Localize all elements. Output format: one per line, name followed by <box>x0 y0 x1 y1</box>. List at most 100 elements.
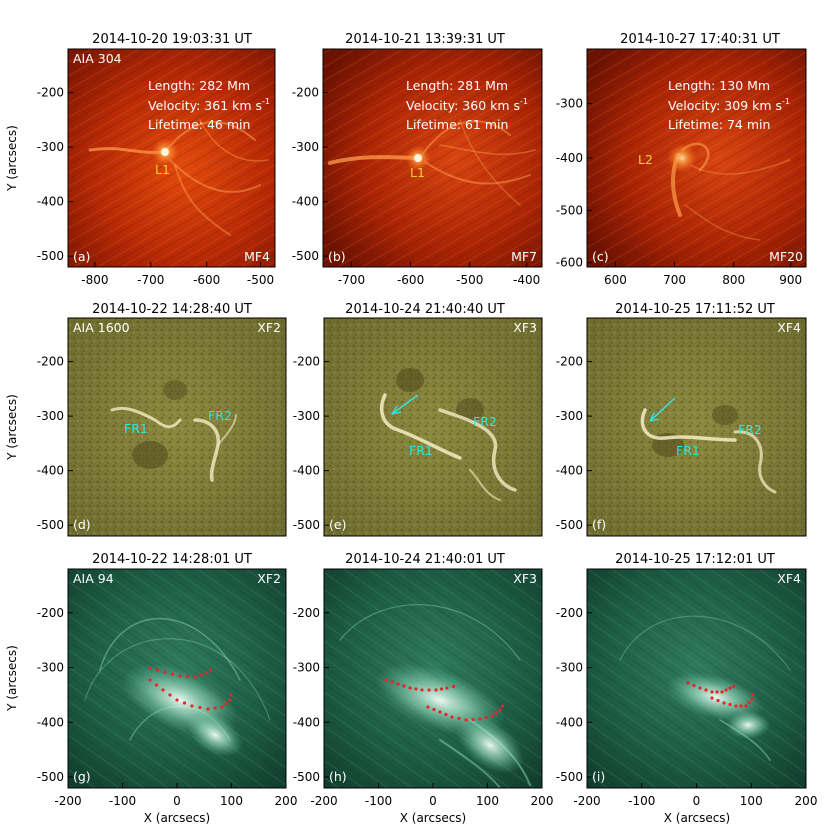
red-trace-dot <box>432 707 436 712</box>
red-trace-dot <box>457 716 461 721</box>
y-tick-label: -500 <box>37 249 64 263</box>
panel-i-title: 2014-10-25 17:12:01 UT <box>615 552 775 567</box>
panel-e-event: XF3 <box>513 320 537 335</box>
red-trace-dot <box>750 697 754 701</box>
y-tick-label: -300 <box>293 661 320 675</box>
red-trace-dot <box>396 682 400 686</box>
panel-a: 2014-10-20 19:03:31 UT AIA 304 Length: 2… <box>68 32 275 267</box>
red-trace-dot <box>161 688 165 692</box>
red-trace-dot <box>450 715 454 719</box>
panel-c-brightening <box>667 143 697 173</box>
panel-f-arrow <box>649 397 676 422</box>
y-tick-label: -500 <box>556 203 583 217</box>
y-tick-label: -400 <box>292 195 319 209</box>
y-axis-title-row1: Y (arcsecs) <box>5 125 19 192</box>
panel-b-event: MF7 <box>511 249 537 264</box>
red-trace-dot <box>148 666 152 670</box>
y-tick-label: -500 <box>556 770 583 784</box>
x-tick-label: -100 <box>365 794 392 808</box>
panel-c-letter: (c) <box>592 249 609 264</box>
y-tick-label: -400 <box>37 464 64 478</box>
red-trace-dot <box>724 688 728 692</box>
y-tick-label: -300 <box>292 140 319 154</box>
y-tick-label: -500 <box>292 249 319 263</box>
x-tick-label: -600 <box>193 273 220 287</box>
y-tick-label: -200 <box>556 606 583 620</box>
panel-d-texture <box>68 318 286 536</box>
panel-f-marker-fr2: FR2 <box>738 422 762 437</box>
red-trace-dot <box>224 701 228 706</box>
red-trace-dot <box>439 687 444 691</box>
y-tick-label: -500 <box>293 770 320 784</box>
panel-e-marker-fr2: FR2 <box>473 414 497 429</box>
panel-i-letter: (i) <box>592 769 605 784</box>
red-trace-dot <box>427 688 431 692</box>
panel-b-length: Length: 281 Mm <box>406 78 508 93</box>
red-trace-dot <box>213 706 217 710</box>
x-tick-label: -800 <box>81 273 108 287</box>
red-trace-dot <box>451 684 456 689</box>
panel-f-event: XF4 <box>777 320 801 335</box>
y-tick-label: -200 <box>293 355 320 369</box>
x-axis-title-i: X (arcsecs) <box>664 811 731 825</box>
red-trace-dot <box>420 688 424 692</box>
panel-b-lifetime: Lifetime: 61 min <box>406 117 508 132</box>
red-trace-dot <box>750 692 755 697</box>
panel-a-velocity: Velocity: 361 km s-1 <box>148 97 270 113</box>
red-trace-dot <box>478 717 482 721</box>
red-trace-dot <box>206 707 210 711</box>
red-trace-dot <box>220 705 224 709</box>
panel-e: 2014-10-24 21:40:40 UT FR1 FR2 (e) XF3 <box>324 302 542 536</box>
y-tick-label: -300 <box>37 140 64 154</box>
panel-e-marker-fr1: FR1 <box>409 443 433 458</box>
red-trace-dot <box>148 678 152 682</box>
x-tick-label: -200 <box>54 794 81 808</box>
red-trace-dot <box>490 714 494 718</box>
red-trace-dot <box>686 681 690 685</box>
panel-e-arrow <box>391 394 419 415</box>
y-tick-label: -200 <box>556 355 583 369</box>
red-dotted-traces <box>148 666 755 722</box>
red-trace-dot <box>190 704 194 708</box>
y-tick-label: -300 <box>556 661 583 675</box>
red-trace-dot <box>716 698 720 703</box>
red-trace-dot <box>747 700 751 705</box>
y-tick-label: -400 <box>293 715 320 729</box>
panel-a-event: MF4 <box>244 249 270 264</box>
red-trace-dot <box>408 686 412 690</box>
panel-a-velocity-exp: -1 <box>262 97 270 106</box>
red-trace-dot <box>734 704 738 708</box>
red-trace-dot <box>175 698 179 702</box>
panel-f-texture <box>587 318 806 536</box>
y-tick-label: -300 <box>37 409 64 423</box>
panel-b-velocity: Velocity: 360 km s-1 <box>406 97 528 113</box>
panel-b-velocity-text: Velocity: 360 km s <box>406 98 520 113</box>
x-tick-label: 200 <box>275 794 298 808</box>
red-trace-dot <box>464 718 468 722</box>
x-tick-label: 100 <box>740 794 763 808</box>
panel-b-marker-l1: L1 <box>410 165 425 180</box>
panel-d: 2014-10-22 14:28:40 UT AIA 1600 FR1 FR2 … <box>68 302 286 536</box>
red-trace-dot <box>728 702 732 707</box>
y-tick-label: -200 <box>37 86 64 100</box>
red-trace-dot <box>438 710 442 714</box>
panel-b-title: 2014-10-21 13:39:31 UT <box>345 32 505 47</box>
red-trace-dot <box>692 683 696 688</box>
panel-a-marker-l1: L1 <box>155 162 170 177</box>
panel-f-ribbons <box>640 408 777 494</box>
panel-h-event: XF3 <box>513 571 537 586</box>
red-trace-dot <box>402 684 406 688</box>
y-axis-title-row2: Y (arcsecs) <box>5 394 19 461</box>
y-tick-label: -200 <box>293 606 320 620</box>
panel-a-velocity-text: Velocity: 361 km s <box>148 98 262 113</box>
red-trace-dot <box>728 686 732 690</box>
panel-c-event: MF20 <box>769 249 803 264</box>
red-trace-dot <box>208 668 213 673</box>
x-tick-label: 800 <box>722 273 745 287</box>
panel-c-velocity-exp: -1 <box>782 97 790 106</box>
x-tick-label: 200 <box>531 794 554 808</box>
panel-a-loops <box>88 119 269 236</box>
panel-a-letter: (a) <box>73 249 90 264</box>
red-trace-dot <box>722 701 726 705</box>
